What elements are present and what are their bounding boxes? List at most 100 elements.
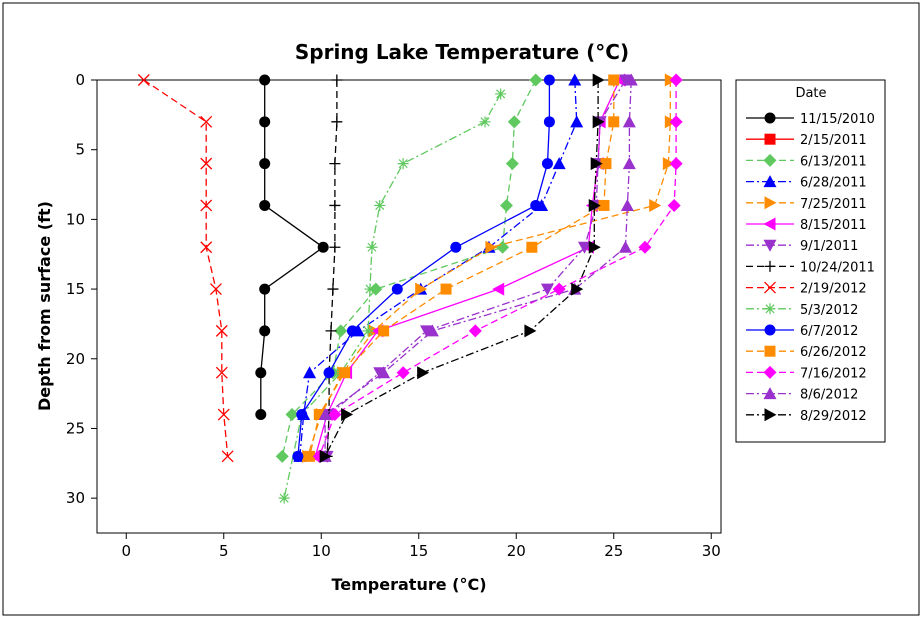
data-point — [608, 74, 620, 86]
data-point — [397, 158, 409, 170]
legend-label: 7/25/2011 — [800, 197, 867, 212]
x-tick-label: 30 — [702, 542, 721, 560]
data-point — [669, 157, 683, 171]
data-point — [618, 74, 632, 87]
data-point — [317, 241, 329, 253]
data-point — [255, 409, 267, 421]
data-point — [598, 199, 610, 211]
legend-title: Date — [795, 86, 826, 101]
legend-entry: 6/13/2011 — [746, 153, 867, 169]
data-point — [570, 115, 584, 128]
legend-entry: 10/24/2011 — [746, 260, 875, 275]
legend-entry: 6/28/2011 — [746, 175, 867, 191]
series-6-7-2012 — [292, 74, 555, 462]
data-point — [200, 115, 213, 128]
data-point — [221, 450, 234, 463]
data-point — [319, 449, 332, 463]
legend-marker — [763, 365, 777, 379]
data-point — [608, 116, 620, 128]
data-point — [479, 116, 491, 128]
legend-entry: 6/7/2012 — [746, 324, 858, 339]
data-point — [362, 325, 374, 337]
legend-marker — [764, 196, 777, 210]
data-point — [588, 240, 601, 254]
data-point — [588, 198, 601, 212]
data-point — [485, 240, 498, 254]
data-point — [331, 74, 343, 86]
legend-marker — [764, 281, 776, 294]
data-point — [364, 283, 376, 295]
y-tick-label: 10 — [66, 210, 85, 228]
data-point — [292, 450, 304, 462]
series-6-26-2012 — [304, 74, 620, 462]
data-point — [592, 115, 605, 129]
data-point — [318, 408, 332, 421]
series-line — [297, 80, 551, 457]
data-point — [492, 282, 505, 296]
data-point — [296, 409, 308, 421]
data-point — [396, 366, 410, 380]
series-line — [324, 80, 599, 457]
data-point — [374, 199, 386, 211]
legend-entry: 8/15/2011 — [746, 217, 867, 233]
data-point — [505, 157, 519, 171]
legend-marker — [764, 260, 776, 272]
legend-label: 11/15/2010 — [800, 112, 875, 127]
legend-entry: 11/15/2010 — [746, 112, 875, 127]
data-point — [592, 73, 605, 87]
data-point — [200, 199, 213, 212]
data-point — [259, 158, 271, 170]
data-point — [669, 115, 683, 129]
legend-label: 6/26/2012 — [800, 345, 867, 360]
legend-marker — [764, 303, 776, 315]
chart-title: Spring Lake Temperature (°C) — [295, 40, 629, 64]
data-point — [571, 282, 584, 296]
data-point — [259, 325, 271, 337]
legend-marker — [764, 112, 776, 124]
series-line — [281, 79, 537, 457]
data-point — [329, 199, 341, 211]
series-line — [308, 80, 615, 457]
data-point — [325, 325, 337, 337]
legend-entry: 9/1/2011 — [746, 239, 858, 254]
data-point — [590, 157, 603, 171]
legend-entry: 5/3/2012 — [746, 303, 858, 318]
legend-label: 6/13/2011 — [800, 154, 867, 169]
legend-label: 8/15/2011 — [800, 218, 867, 233]
x-tick-label: 5 — [219, 542, 229, 560]
legend-box — [735, 79, 886, 443]
legend-label: 7/16/2012 — [800, 366, 867, 381]
data-point — [529, 73, 543, 87]
data-point — [278, 492, 290, 504]
legend-marker — [763, 387, 777, 400]
series-layer — [137, 73, 683, 504]
x-tick-label: 25 — [604, 542, 623, 560]
x-axis-label: Temperature (°C) — [331, 575, 486, 594]
data-point — [259, 199, 271, 211]
x-tick-label: 15 — [409, 542, 428, 560]
y-tick-label: 5 — [75, 141, 85, 159]
data-point — [200, 241, 213, 254]
data-point — [622, 157, 636, 170]
data-point — [339, 367, 351, 379]
data-point — [329, 241, 341, 253]
data-point — [341, 408, 354, 422]
legend-marker — [764, 345, 776, 357]
legend-marker — [763, 153, 777, 167]
legend-label: 8/29/2012 — [800, 409, 867, 424]
legend-label: 10/24/2011 — [800, 260, 875, 275]
series-7-16-2012 — [312, 73, 683, 463]
legend-marker — [763, 217, 776, 231]
legend-label: 6/28/2011 — [800, 176, 867, 191]
data-point — [507, 115, 521, 129]
data-point — [622, 115, 636, 128]
data-point — [600, 158, 612, 170]
legend-label: 2/15/2011 — [800, 133, 867, 148]
data-point — [500, 198, 513, 212]
data-point — [624, 73, 638, 86]
legend-entry: 7/25/2011 — [746, 196, 867, 212]
data-point — [618, 240, 632, 253]
legend-marker — [763, 175, 777, 188]
data-point — [346, 325, 358, 337]
data-point — [303, 366, 317, 379]
